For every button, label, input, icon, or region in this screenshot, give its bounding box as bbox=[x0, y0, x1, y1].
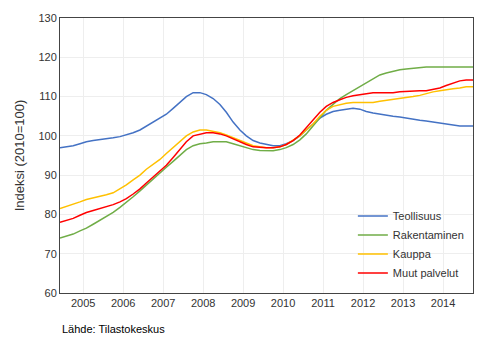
svg-text:Lähde: Tilastokeskus: Lähde: Tilastokeskus bbox=[62, 323, 165, 335]
svg-text:Muut palvelut: Muut palvelut bbox=[393, 267, 458, 279]
svg-text:2011: 2011 bbox=[311, 297, 335, 309]
svg-text:120: 120 bbox=[38, 51, 56, 63]
svg-text:100: 100 bbox=[38, 130, 56, 142]
svg-text:2009: 2009 bbox=[231, 297, 255, 309]
svg-text:2007: 2007 bbox=[151, 297, 175, 309]
svg-text:2008: 2008 bbox=[191, 297, 215, 309]
svg-text:2013: 2013 bbox=[391, 297, 415, 309]
svg-text:2012: 2012 bbox=[351, 297, 375, 309]
svg-text:2010: 2010 bbox=[271, 297, 295, 309]
svg-text:2005: 2005 bbox=[71, 297, 95, 309]
svg-text:Indeksi (2010=100): Indeksi (2010=100) bbox=[12, 100, 27, 212]
svg-text:Teollisuus: Teollisuus bbox=[393, 210, 442, 222]
svg-text:Rakentaminen: Rakentaminen bbox=[393, 229, 464, 241]
svg-text:130: 130 bbox=[38, 12, 56, 24]
svg-text:2014: 2014 bbox=[431, 297, 455, 309]
svg-text:Kauppa: Kauppa bbox=[393, 248, 432, 260]
svg-text:90: 90 bbox=[45, 169, 57, 181]
svg-text:2006: 2006 bbox=[111, 297, 135, 309]
svg-text:60: 60 bbox=[45, 287, 57, 299]
svg-text:110: 110 bbox=[39, 90, 57, 102]
svg-text:70: 70 bbox=[45, 248, 57, 260]
svg-text:80: 80 bbox=[45, 208, 57, 220]
